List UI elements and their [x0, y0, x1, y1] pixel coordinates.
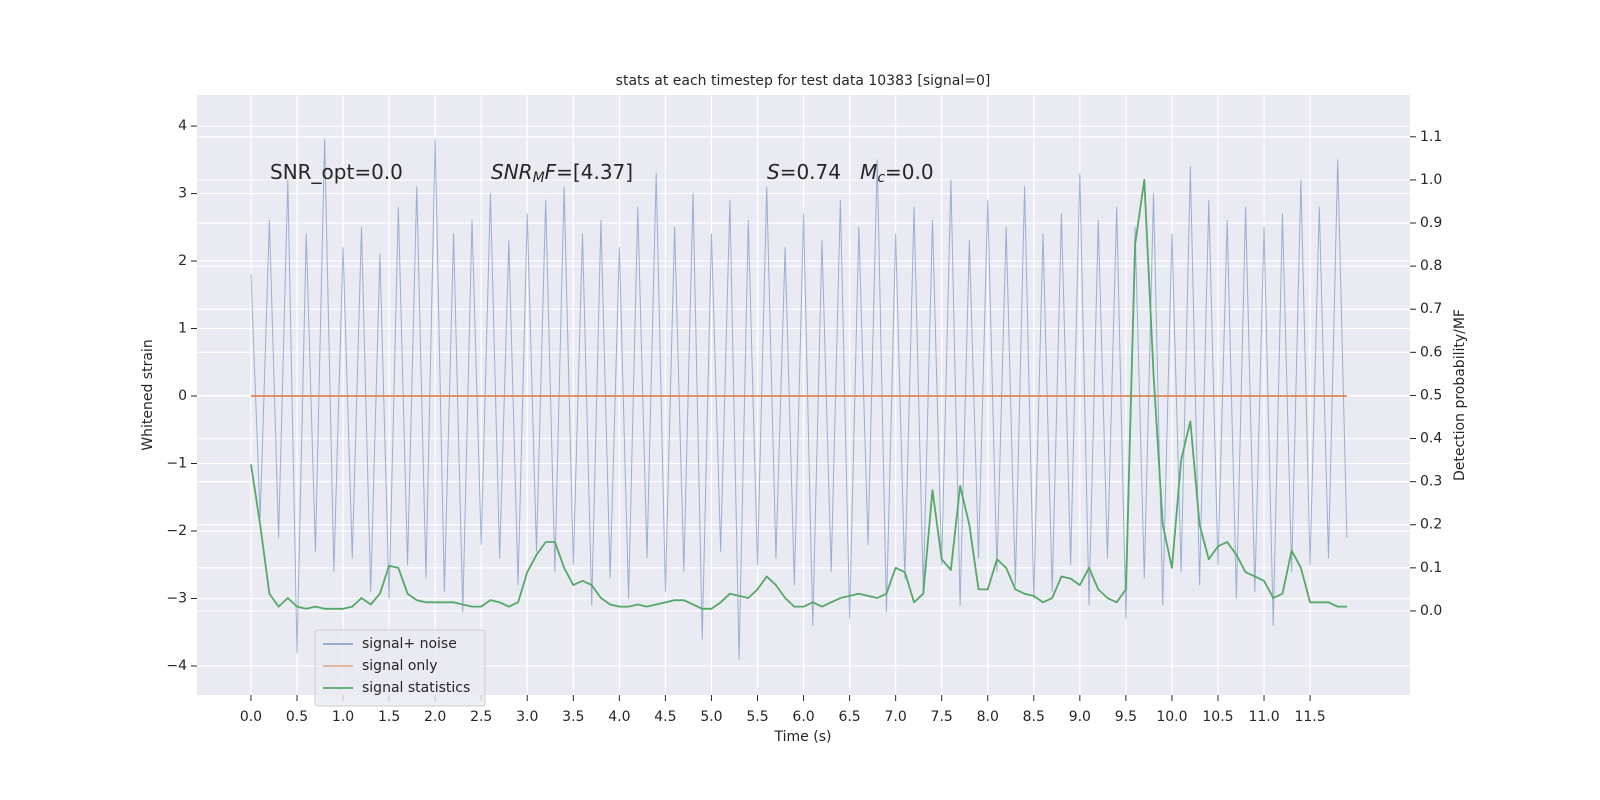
y-tick-label: −2 — [166, 523, 187, 539]
y-tick-label: −4 — [166, 658, 187, 674]
y-tick-label: 4 — [178, 118, 187, 134]
y-tick-label: 3 — [178, 186, 187, 202]
x-tick-label: 8.5 — [1023, 709, 1045, 725]
y-tick-label: −1 — [166, 456, 187, 472]
annotation-part: =0.74 — [780, 160, 860, 184]
x-tick-label: 5.5 — [746, 709, 768, 725]
x-tick-label: 4.5 — [654, 709, 676, 725]
y2-tick-label: 0.7 — [1420, 301, 1442, 317]
y2-tick-label: 0.4 — [1420, 431, 1442, 447]
x-tick-label: 1.5 — [378, 709, 400, 725]
annotation-part: M — [533, 170, 545, 186]
x-tick-label: 9.5 — [1115, 709, 1137, 725]
y2-tick-label: 0.5 — [1420, 387, 1442, 403]
legend-label: signal+ noise — [362, 636, 457, 652]
x-tick-label: 1.0 — [332, 709, 354, 725]
x-tick-label: 11.5 — [1294, 709, 1325, 725]
x-tick-label: 6.5 — [838, 709, 860, 725]
annotation-part: M — [860, 160, 877, 184]
x-tick-label: 0.0 — [240, 709, 262, 725]
x-tick-label: 9.0 — [1069, 709, 1091, 725]
y2-tick-label: 0.8 — [1420, 258, 1442, 274]
y2-tick-label: 1.0 — [1420, 172, 1442, 188]
legend-label: signal statistics — [362, 680, 470, 696]
annotation-part: c — [877, 170, 885, 186]
x-tick-label: 11.0 — [1248, 709, 1279, 725]
x-axis-label: Time (s) — [774, 729, 832, 745]
chart-title: stats at each timestep for test data 103… — [616, 73, 991, 89]
y-tick-label: 1 — [178, 321, 187, 337]
y2-tick-label: 0.3 — [1420, 474, 1442, 490]
x-tick-label: 10.0 — [1156, 709, 1187, 725]
y2-axis-label: Detection probability/MF — [1452, 309, 1468, 481]
x-tick-label: 8.0 — [977, 709, 999, 725]
x-tick-label: 3.5 — [562, 709, 584, 725]
y-axis-label: Whitened strain — [140, 339, 156, 450]
y-tick-label: −3 — [166, 590, 187, 606]
y2-tick-label: 1.1 — [1420, 129, 1442, 145]
annotation-part: SNR — [491, 160, 533, 184]
y2-tick-label: 0.1 — [1420, 560, 1442, 576]
x-tick-label: 4.0 — [608, 709, 630, 725]
legend-label: signal only — [362, 658, 437, 674]
x-tick-label: 0.5 — [286, 709, 308, 725]
x-tick-label: 10.5 — [1202, 709, 1233, 725]
x-tick-label: 3.0 — [516, 709, 538, 725]
x-tick-label: 7.0 — [885, 709, 907, 725]
series-line — [250, 179, 1347, 610]
y2-tick-label: 0.0 — [1420, 603, 1442, 619]
y2-tick-label: 0.6 — [1420, 344, 1442, 360]
annotation-part: =0.0 — [885, 160, 934, 184]
x-tick-label: 7.5 — [931, 709, 953, 725]
annotation-part: =[4.37] — [556, 160, 633, 184]
annotation: SNRMF=[4.37] — [491, 160, 633, 187]
x-tick-label: 2.0 — [424, 709, 446, 725]
x-tick-label: 5.0 — [700, 709, 722, 725]
x-tick-label: 2.5 — [470, 709, 492, 725]
y-tick-label: 2 — [178, 253, 187, 269]
y-tick-label: 0 — [178, 388, 187, 404]
annotation-part: F — [545, 160, 557, 184]
y2-tick-label: 0.2 — [1420, 517, 1442, 533]
annotation-part: SNR_opt=0.0 — [270, 160, 403, 184]
annotation: S=0.74 Mc=0.0 — [767, 160, 934, 187]
series-line — [250, 139, 1348, 660]
x-tick-label: 6.0 — [792, 709, 814, 725]
legend-box — [314, 629, 486, 707]
y2-tick-label: 0.9 — [1420, 215, 1442, 231]
annotation: SNR_opt=0.0 — [270, 160, 403, 184]
annotation-part: S — [767, 160, 780, 184]
